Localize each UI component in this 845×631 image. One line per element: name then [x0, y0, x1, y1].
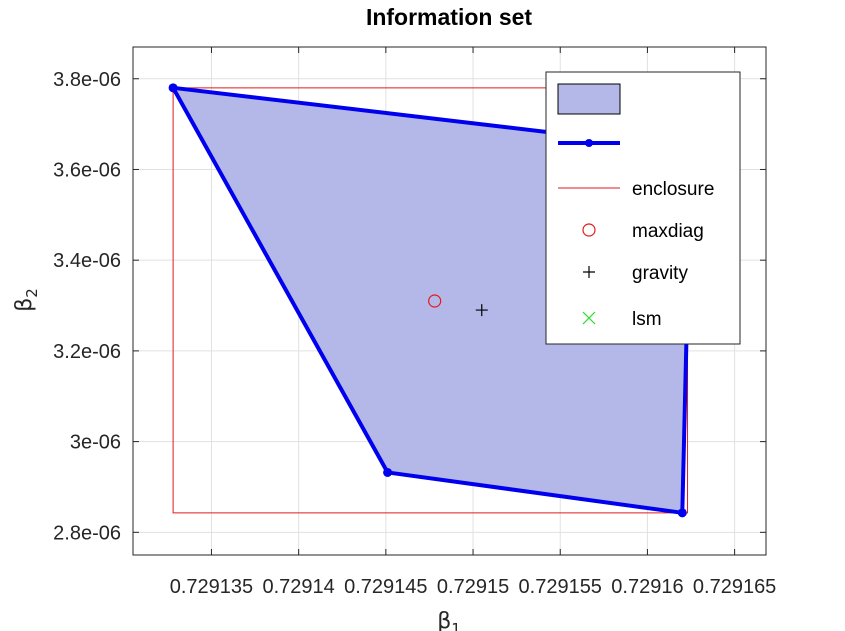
maxdiag-point — [428, 294, 442, 308]
y-tick-label: 3.2e-06 — [53, 341, 121, 363]
gravity-point — [475, 304, 488, 317]
axis-ticks: 0.729135 0.72914 0.729145 0.72915 0.729155 0.… — [53, 47, 776, 598]
legend-swatch-patch — [557, 83, 621, 115]
x-tick-label: 0.72915 — [437, 576, 509, 598]
legend-entry-label: maxdiag — [632, 221, 704, 242]
legend-box — [545, 71, 741, 345]
x-axis-label-subscript: 1 — [451, 620, 461, 631]
legend-swatch-dot — [585, 139, 593, 147]
y-axis-label-main: β — [12, 298, 37, 312]
legend-entry-label: gravity — [632, 263, 688, 284]
y-tick-label: 2.8e-06 — [53, 522, 121, 544]
x-tick-label: 0.729145 — [344, 576, 427, 598]
legend-swatch-gravity — [583, 266, 595, 278]
y-axis-label-subscript: 2 — [23, 288, 41, 298]
y-tick-label: 3e-06 — [70, 432, 121, 454]
legend-entry-label: lsm — [632, 309, 662, 330]
x-tick-label: 0.72914 — [263, 576, 335, 598]
y-tick-label: 3.8e-06 — [53, 69, 121, 91]
legend-entry-label: enclosure — [632, 179, 714, 200]
axes-box — [132, 46, 767, 556]
enclosure-line — [172, 87, 689, 514]
vertex-point — [677, 508, 687, 518]
y-tick-label: 3.4e-06 — [53, 250, 121, 272]
y-axis-label: β2 — [12, 288, 41, 312]
x-axis-label: β1 — [437, 609, 461, 631]
vertex-point — [383, 467, 393, 477]
y-tick-label: 3.6e-06 — [53, 159, 121, 181]
x-axis-label-main: β — [437, 609, 451, 631]
x-tick-label: 0.729165 — [693, 576, 776, 598]
x-tick-label: 0.729155 — [519, 576, 602, 598]
vertex-point — [168, 83, 178, 93]
legend-swatch-maxdiag — [582, 223, 596, 237]
x-tick-label: 0.729135 — [170, 576, 253, 598]
chart-title: Information set — [366, 4, 532, 30]
legend-swatch-lsm — [582, 311, 596, 325]
x-tick-label: 0.72916 — [611, 576, 683, 598]
legend: enclosure maxdiag gravity lsm — [545, 71, 741, 345]
